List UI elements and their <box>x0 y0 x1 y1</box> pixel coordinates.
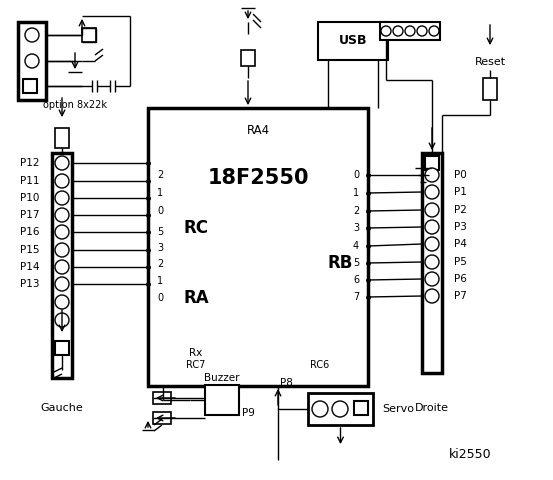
Bar <box>425 156 439 170</box>
Text: 0: 0 <box>157 206 163 216</box>
Text: P10: P10 <box>20 193 40 203</box>
Bar <box>148 108 368 386</box>
Circle shape <box>405 26 415 36</box>
Text: 0: 0 <box>353 170 359 180</box>
Text: 7: 7 <box>353 292 359 302</box>
Circle shape <box>425 289 439 303</box>
Text: 4: 4 <box>353 241 359 251</box>
Text: P11: P11 <box>20 176 40 186</box>
Circle shape <box>393 26 403 36</box>
Bar <box>422 153 442 373</box>
Circle shape <box>425 220 439 234</box>
Bar <box>153 412 171 424</box>
Circle shape <box>55 208 69 222</box>
Text: P2: P2 <box>453 205 466 215</box>
Text: P15: P15 <box>20 245 40 255</box>
Circle shape <box>55 295 69 309</box>
Circle shape <box>425 185 439 199</box>
Text: Buzzer: Buzzer <box>204 373 240 383</box>
Circle shape <box>25 54 39 68</box>
Text: RA: RA <box>183 289 209 307</box>
Bar <box>153 392 171 404</box>
Text: 3: 3 <box>353 223 359 233</box>
Text: P12: P12 <box>20 158 40 168</box>
Bar <box>55 341 69 355</box>
Circle shape <box>25 28 39 42</box>
Circle shape <box>332 401 348 417</box>
Text: P7: P7 <box>453 291 466 301</box>
Text: ki2550: ki2550 <box>448 448 491 461</box>
Text: Rx: Rx <box>189 348 202 358</box>
Circle shape <box>425 255 439 269</box>
Text: 1: 1 <box>157 276 163 286</box>
Text: P14: P14 <box>20 262 40 272</box>
Text: P6: P6 <box>453 274 466 284</box>
Circle shape <box>55 174 69 188</box>
Bar <box>55 128 69 148</box>
Text: RC6: RC6 <box>310 360 330 370</box>
Circle shape <box>425 272 439 286</box>
Text: P5: P5 <box>453 257 466 267</box>
Text: RC: RC <box>184 219 208 237</box>
Bar <box>354 401 368 415</box>
Bar <box>23 79 37 93</box>
Text: P9: P9 <box>242 408 254 418</box>
Text: P16: P16 <box>20 227 40 237</box>
Circle shape <box>425 168 439 182</box>
Circle shape <box>55 191 69 205</box>
Bar <box>241 50 255 66</box>
Text: 1: 1 <box>353 188 359 198</box>
Text: P4: P4 <box>453 239 466 249</box>
Text: option 8x22k: option 8x22k <box>43 100 107 110</box>
Circle shape <box>429 26 439 36</box>
Text: P3: P3 <box>453 222 466 232</box>
Circle shape <box>55 260 69 274</box>
Text: 6: 6 <box>353 275 359 285</box>
Text: Gauche: Gauche <box>40 403 84 413</box>
Text: Reset: Reset <box>474 57 505 67</box>
Bar <box>18 22 46 100</box>
Circle shape <box>55 156 69 170</box>
Circle shape <box>417 26 427 36</box>
Text: 0: 0 <box>157 293 163 303</box>
Bar <box>318 22 388 60</box>
Text: 5: 5 <box>157 227 163 237</box>
Text: Servo: Servo <box>382 404 414 414</box>
Text: RB: RB <box>327 254 353 272</box>
Bar <box>52 153 72 378</box>
Bar <box>483 78 497 100</box>
Circle shape <box>55 277 69 291</box>
Circle shape <box>425 203 439 217</box>
Bar <box>380 22 440 40</box>
Text: 2: 2 <box>353 206 359 216</box>
Text: 1: 1 <box>157 188 163 198</box>
Text: P8: P8 <box>280 378 293 388</box>
Text: 18F2550: 18F2550 <box>207 168 309 188</box>
Text: USB: USB <box>339 35 367 48</box>
Text: 5: 5 <box>353 258 359 268</box>
Text: RA4: RA4 <box>247 123 269 136</box>
Text: 2: 2 <box>157 259 163 269</box>
Bar <box>82 28 96 42</box>
Bar <box>308 393 373 425</box>
Text: RC7: RC7 <box>186 360 206 370</box>
Text: P13: P13 <box>20 279 40 289</box>
Circle shape <box>381 26 391 36</box>
Circle shape <box>312 401 328 417</box>
Text: P17: P17 <box>20 210 40 220</box>
Circle shape <box>55 313 69 327</box>
Text: Droite: Droite <box>415 403 449 413</box>
Text: P1: P1 <box>453 187 466 197</box>
Text: P0: P0 <box>453 170 466 180</box>
Circle shape <box>55 243 69 257</box>
Text: 2: 2 <box>157 170 163 180</box>
Text: 3: 3 <box>157 243 163 253</box>
Circle shape <box>55 225 69 239</box>
Bar <box>205 385 239 415</box>
Circle shape <box>425 237 439 251</box>
